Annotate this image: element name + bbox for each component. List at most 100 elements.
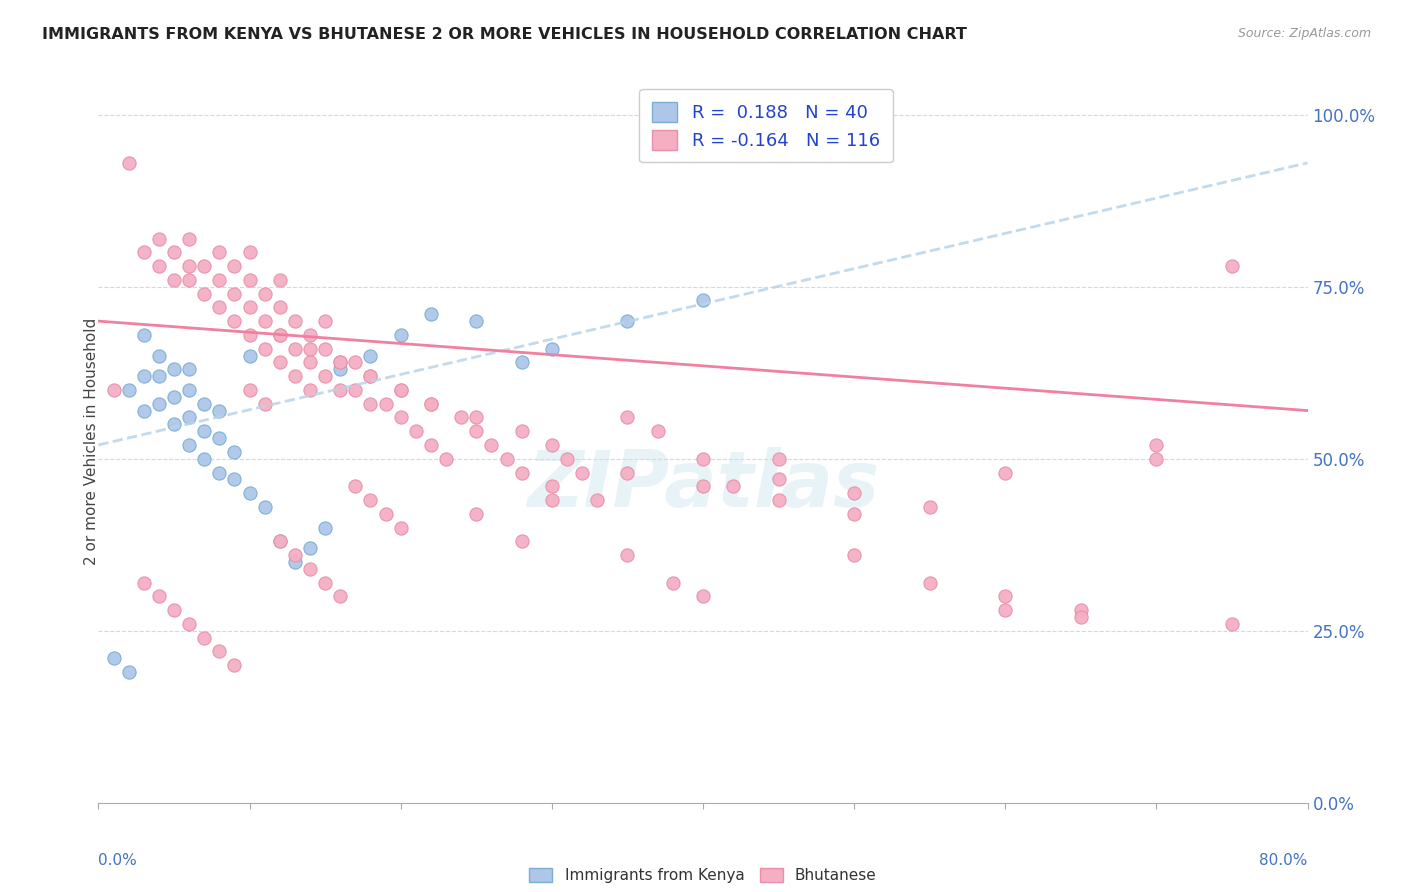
Point	[148, 369, 170, 384]
Point	[239, 273, 262, 287]
Point	[555, 451, 578, 466]
Point	[269, 327, 291, 342]
Point	[148, 259, 170, 273]
Point	[481, 438, 503, 452]
Point	[360, 349, 382, 363]
Point	[148, 397, 170, 411]
Point	[239, 327, 262, 342]
Point	[389, 383, 412, 397]
Y-axis label: 2 or more Vehicles in Household: 2 or more Vehicles in Household	[84, 318, 98, 566]
Point	[179, 259, 201, 273]
Point	[994, 603, 1017, 617]
Point	[284, 555, 307, 569]
Point	[163, 603, 186, 617]
Point	[118, 665, 141, 679]
Point	[1146, 451, 1168, 466]
Point	[510, 466, 533, 480]
Point	[208, 403, 231, 417]
Point	[253, 314, 276, 328]
Point	[918, 575, 941, 590]
Point	[420, 438, 443, 452]
Point	[1220, 616, 1243, 631]
Point	[389, 520, 412, 534]
Point	[540, 342, 562, 356]
Point	[284, 548, 307, 562]
Point	[253, 286, 276, 301]
Point	[314, 575, 336, 590]
Point	[314, 314, 336, 328]
Point	[510, 534, 533, 549]
Point	[118, 383, 141, 397]
Point	[208, 273, 231, 287]
Point	[465, 507, 488, 521]
Point	[269, 327, 291, 342]
Point	[253, 397, 276, 411]
Point	[768, 472, 790, 486]
Point	[692, 590, 714, 604]
Point	[132, 403, 155, 417]
Text: 80.0%: 80.0%	[1260, 854, 1308, 869]
Point	[208, 301, 231, 315]
Text: Source: ZipAtlas.com: Source: ZipAtlas.com	[1237, 27, 1371, 40]
Point	[314, 369, 336, 384]
Point	[450, 410, 472, 425]
Point	[692, 451, 714, 466]
Point	[360, 369, 382, 384]
Point	[224, 658, 246, 673]
Point	[314, 520, 336, 534]
Point	[540, 438, 562, 452]
Point	[269, 301, 291, 315]
Point	[253, 500, 276, 514]
Point	[314, 342, 336, 356]
Point	[374, 507, 396, 521]
Point	[193, 631, 215, 645]
Point	[389, 383, 412, 397]
Point	[616, 314, 638, 328]
Point	[132, 327, 155, 342]
Point	[179, 362, 201, 376]
Point	[465, 410, 488, 425]
Point	[284, 342, 307, 356]
Point	[329, 355, 352, 369]
Point	[344, 355, 367, 369]
Point	[1146, 438, 1168, 452]
Point	[269, 534, 291, 549]
Point	[360, 397, 382, 411]
Point	[344, 383, 367, 397]
Point	[616, 410, 638, 425]
Point	[193, 286, 215, 301]
Point	[420, 397, 443, 411]
Point	[208, 245, 231, 260]
Point	[239, 301, 262, 315]
Point	[465, 424, 488, 438]
Point	[299, 383, 322, 397]
Text: IMMIGRANTS FROM KENYA VS BHUTANESE 2 OR MORE VEHICLES IN HOUSEHOLD CORRELATION C: IMMIGRANTS FROM KENYA VS BHUTANESE 2 OR …	[42, 27, 967, 42]
Point	[768, 451, 790, 466]
Point	[616, 548, 638, 562]
Point	[918, 500, 941, 514]
Point	[132, 245, 155, 260]
Point	[269, 534, 291, 549]
Point	[374, 397, 396, 411]
Point	[661, 575, 683, 590]
Point	[723, 479, 745, 493]
Point	[224, 314, 246, 328]
Point	[329, 362, 352, 376]
Point	[389, 410, 412, 425]
Point	[510, 355, 533, 369]
Point	[118, 156, 141, 170]
Point	[299, 355, 322, 369]
Point	[163, 417, 186, 432]
Point	[253, 342, 276, 356]
Point	[844, 548, 866, 562]
Point	[239, 486, 262, 500]
Point	[360, 493, 382, 508]
Point	[148, 231, 170, 245]
Point	[239, 383, 262, 397]
Point	[768, 493, 790, 508]
Point	[420, 397, 443, 411]
Point	[540, 493, 562, 508]
Point	[224, 445, 246, 459]
Point	[994, 466, 1017, 480]
Point	[329, 590, 352, 604]
